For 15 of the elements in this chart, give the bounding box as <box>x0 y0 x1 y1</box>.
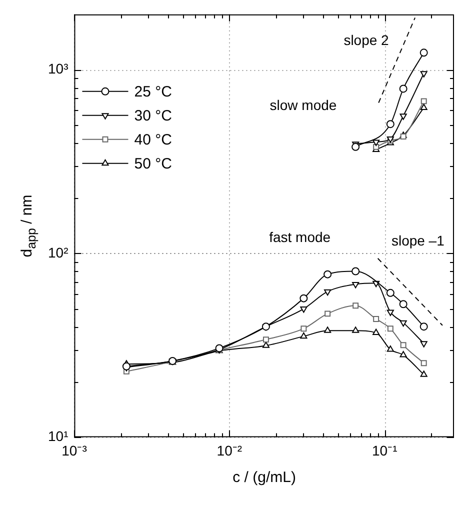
legend-label: 25 °C <box>134 84 172 101</box>
annotation: fast mode <box>269 228 331 245</box>
y-tick-label: 10³ <box>48 60 69 77</box>
annotation: slope 2 <box>344 32 390 48</box>
legend-label: 40 °C <box>134 132 172 149</box>
legend-label: 50 °C <box>134 156 172 173</box>
x-tick-label: 10⁻³ <box>62 442 88 458</box>
legend-label: 30 °C <box>134 108 172 125</box>
x-tick-label: 10⁻² <box>216 442 242 458</box>
x-axis-title: c / (g/mL) <box>232 469 296 486</box>
annotation: slow mode <box>270 97 337 114</box>
y-tick-label: 10¹ <box>48 428 69 444</box>
x-tick-label: 10⁻¹ <box>372 442 398 458</box>
y-tick-label: 10² <box>48 244 69 260</box>
annotation: slope –1 <box>391 232 445 248</box>
